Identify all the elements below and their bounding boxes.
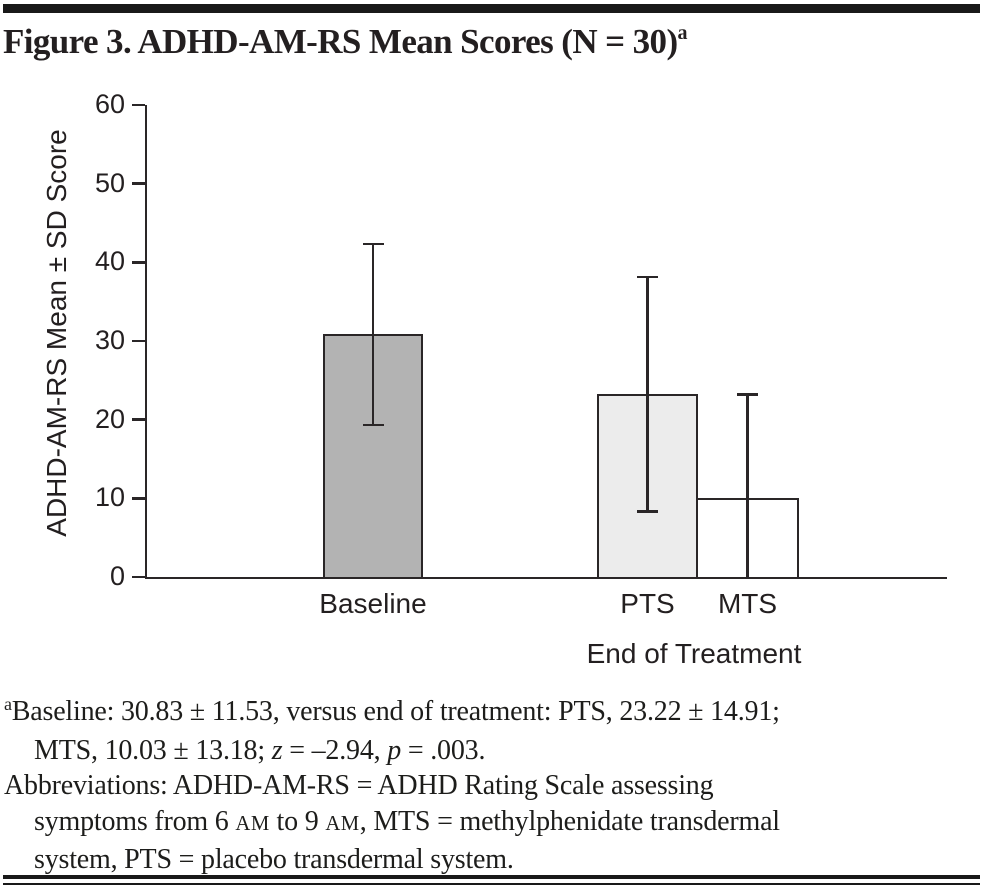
footnote-stats-line-1: aBaseline: 30.83 ± 11.53, versus end of … xyxy=(4,694,969,733)
footnote-text: symptoms from 6 xyxy=(34,805,236,837)
y-tick-label-60: 60 xyxy=(94,89,125,119)
error-cap-top-baseline xyxy=(362,242,384,246)
footnote-text: Baseline: 30.83 ± 11.53, versus end of t… xyxy=(11,696,780,727)
y-tick-label-40: 40 xyxy=(94,246,125,277)
error-bar-pts xyxy=(646,277,649,512)
y-tick-mark-0 xyxy=(131,575,145,579)
footnote-marker: a xyxy=(4,694,12,714)
error-cap-bottom-pts xyxy=(637,510,658,513)
abbreviations-line-3: system, PTS = placebo transdermal system… xyxy=(4,842,969,878)
figure-title-footnote-marker: a xyxy=(677,22,688,44)
footnote-text: MTS, 10.03 ± 13.18; xyxy=(34,734,272,766)
bar-chart: ADHD-AM-RS Mean ± SD Score 0 10 20 30 40 50 60… xyxy=(41,91,947,669)
y-tick-label-0: 0 xyxy=(109,561,125,591)
y-tick-label-10: 10 xyxy=(94,482,125,513)
error-bar-baseline xyxy=(371,243,375,426)
footnote-text: Abbreviations: ADHD-AM-RS = ADHD Rating … xyxy=(4,770,714,801)
footnote-text: to 9 xyxy=(269,805,326,837)
smallcaps-am: AM xyxy=(325,812,360,835)
error-cap-top-mts xyxy=(737,393,758,396)
error-bar-mts xyxy=(746,394,749,577)
smallcaps-am: AM xyxy=(235,812,270,835)
footnote-stats-line-2: MTS, 10.03 ± 13.18; z = –2.94, p = .003. xyxy=(4,733,969,769)
x-category-label-mts: MTS xyxy=(717,588,778,619)
abbreviations-line-1: Abbreviations: ADHD-AM-RS = ADHD Rating … xyxy=(4,768,969,804)
stat-z-symbol: z xyxy=(271,734,283,766)
y-tick-mark-30 xyxy=(131,339,145,343)
footnote-text: = .003. xyxy=(401,734,486,766)
y-tick-mark-10 xyxy=(131,497,145,500)
y-tick-label-30: 30 xyxy=(94,325,125,355)
y-tick-mark-60 xyxy=(131,103,145,107)
x-axis-group-title: End of Treatment xyxy=(586,638,802,669)
figure-title: Figure 3. ADHD-AM-RS Mean Scores (N = 30… xyxy=(3,22,688,62)
footnote-text: , MTS = methylphenidate transdermal xyxy=(359,805,780,837)
error-cap-top-pts xyxy=(637,275,658,279)
y-tick-mark-50 xyxy=(131,182,145,185)
footnote-text: system, PTS = placebo transdermal system… xyxy=(34,844,514,875)
top-rule xyxy=(3,4,980,13)
abbreviations-line-2: symptoms from 6 AM to 9 AM, MTS = methyl… xyxy=(4,804,969,843)
plot-area: 0 10 20 30 40 50 60 Baseline PTS MTS xyxy=(95,91,947,619)
y-tick-mark-40 xyxy=(131,261,145,264)
footnote-text: = –2.94, xyxy=(282,734,388,766)
error-cap-bottom-baseline xyxy=(362,423,384,427)
y-tick-label-50: 50 xyxy=(94,167,125,198)
y-tick-mark-20 xyxy=(131,418,145,421)
bottom-rule-thin xyxy=(3,883,980,885)
y-tick-label-20: 20 xyxy=(94,403,125,434)
stat-p-symbol: p xyxy=(387,734,402,766)
bottom-rule-thick xyxy=(3,875,980,879)
x-category-label-baseline: Baseline xyxy=(319,588,427,619)
figure-title-text: Figure 3. ADHD-AM-RS Mean Scores (N = 30… xyxy=(3,22,678,61)
footnotes: aBaseline: 30.83 ± 11.53, versus end of … xyxy=(4,694,969,878)
x-category-label-pts: PTS xyxy=(620,588,675,619)
